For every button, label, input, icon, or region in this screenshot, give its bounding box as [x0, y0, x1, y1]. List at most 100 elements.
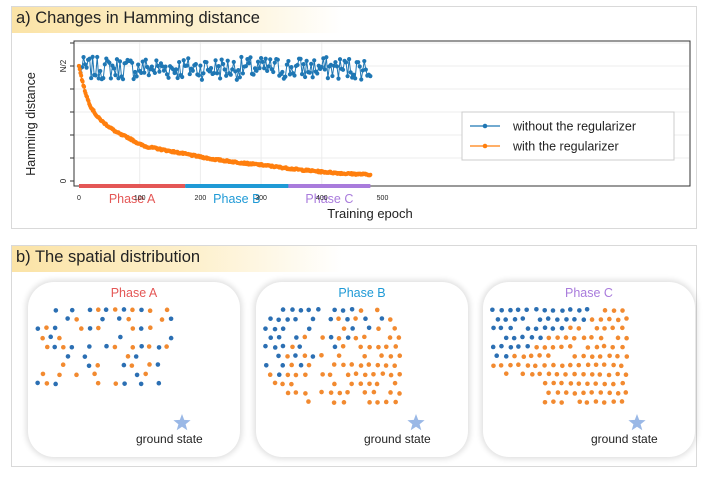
- particle-dot: [508, 325, 513, 331]
- ground-state-star-icon: [628, 414, 646, 431]
- particle-dot: [139, 307, 144, 313]
- point-without-regularizer: [245, 57, 250, 62]
- particle-dot: [611, 399, 617, 404]
- particle-dot: [581, 372, 586, 377]
- particle-dot: [555, 317, 560, 322]
- particle-dot: [611, 308, 617, 313]
- point-without-regularizer: [181, 58, 186, 63]
- particle-dot: [319, 352, 324, 358]
- particle-dot: [328, 390, 334, 395]
- particle-dot: [397, 372, 402, 377]
- particle-dot: [345, 335, 351, 340]
- point-without-regularizer: [292, 73, 297, 78]
- particle-dot: [267, 372, 273, 378]
- point-without-regularizer: [204, 60, 209, 65]
- particle-dot: [495, 317, 501, 322]
- point-without-regularizer: [243, 64, 249, 69]
- point-with-regularizer: [77, 67, 82, 72]
- particle-dot: [555, 390, 561, 395]
- particle-dot: [589, 354, 595, 360]
- particle-dot: [148, 325, 153, 331]
- particle-dot: [290, 307, 295, 312]
- particle-dot: [593, 381, 598, 386]
- particle-dot: [61, 344, 66, 350]
- particle-dot: [516, 362, 521, 367]
- particle-dot: [610, 344, 615, 350]
- series-with-regularizer: [77, 63, 373, 178]
- point-without-regularizer: [111, 66, 117, 71]
- particle-dot: [82, 354, 88, 359]
- particle-dot: [74, 372, 79, 378]
- particle-dot: [550, 326, 556, 331]
- particle-dot: [376, 326, 381, 332]
- particle-dot: [376, 344, 381, 350]
- point-without-regularizer: [155, 63, 161, 69]
- particle-dot: [383, 399, 389, 405]
- particle-dot: [130, 307, 135, 313]
- point-without-regularizer: [190, 68, 195, 73]
- point-without-regularizer: [231, 59, 236, 65]
- particle-dot: [331, 400, 337, 405]
- point-without-regularizer: [260, 59, 265, 64]
- particle-dot: [280, 307, 286, 312]
- phase-dot-field: [35, 307, 174, 387]
- point-without-regularizer: [175, 75, 180, 81]
- particle-dot: [572, 354, 577, 359]
- point-without-regularizer: [84, 65, 89, 70]
- particle-dot: [559, 380, 564, 386]
- particle-dot: [618, 363, 624, 369]
- particle-dot: [615, 335, 621, 341]
- particle-dot: [327, 372, 333, 378]
- particle-dot: [607, 390, 613, 396]
- particle-dot: [100, 316, 105, 322]
- particle-dot: [551, 399, 556, 404]
- point-without-regularizer: [363, 67, 368, 72]
- particle-dot: [159, 317, 165, 322]
- x-tick-label: 200: [195, 195, 207, 202]
- point-without-regularizer: [184, 63, 189, 68]
- point-without-regularizer: [240, 71, 245, 76]
- point-without-regularizer: [228, 72, 233, 77]
- particle-dot: [589, 390, 594, 395]
- particle-dot: [272, 326, 278, 332]
- particle-dot: [546, 390, 551, 396]
- particle-dot: [69, 307, 75, 313]
- particle-dot: [328, 316, 334, 322]
- particle-dot: [515, 307, 521, 313]
- particle-dot: [155, 362, 161, 367]
- particle-dot: [572, 317, 577, 322]
- particle-dot: [48, 334, 54, 340]
- particle-dot: [520, 334, 525, 340]
- particle-dot: [512, 353, 517, 359]
- particle-dot: [584, 400, 590, 405]
- particle-dot: [525, 343, 530, 349]
- particle-dot: [103, 307, 109, 313]
- particle-dot: [602, 308, 608, 313]
- point-without-regularizer: [143, 57, 148, 62]
- particle-dot: [597, 372, 603, 377]
- phase-bar: [79, 184, 186, 188]
- particle-dot: [268, 316, 273, 321]
- particle-dot: [319, 389, 324, 395]
- particle-dot: [285, 390, 291, 396]
- particle-dot: [293, 390, 299, 395]
- point-without-regularizer: [337, 57, 343, 62]
- point-without-regularizer: [166, 75, 171, 80]
- particle-dot: [537, 317, 543, 322]
- particle-dot: [491, 363, 496, 369]
- point-without-regularizer: [348, 70, 353, 75]
- particle-dot: [139, 343, 144, 349]
- particle-dot: [320, 372, 325, 377]
- point-without-regularizer: [213, 58, 218, 63]
- particle-dot: [340, 343, 346, 349]
- particle-dot: [303, 391, 308, 396]
- point-without-regularizer: [201, 71, 206, 76]
- point-without-regularizer: [284, 62, 289, 67]
- particle-dot: [559, 400, 564, 405]
- point-without-regularizer: [193, 62, 198, 67]
- particle-dot: [594, 344, 600, 350]
- point-without-regularizer: [254, 68, 259, 73]
- particle-dot: [52, 344, 58, 350]
- point-without-regularizer: [161, 68, 167, 73]
- point-without-regularizer: [295, 62, 300, 68]
